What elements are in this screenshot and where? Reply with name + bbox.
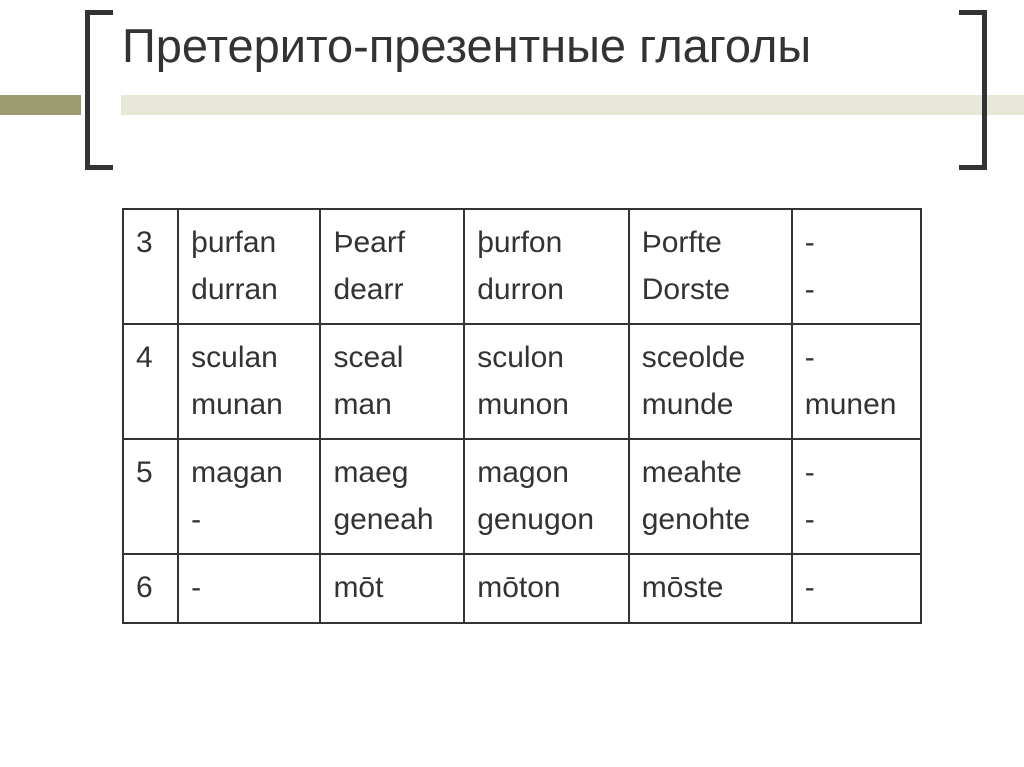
row-number: 4 [123,324,178,439]
cell-infinitive: magan- [178,439,320,554]
cell-pp: -munen [792,324,921,439]
cell-infinitive: þurfandurran [178,209,320,324]
row-number: 3 [123,209,178,324]
table-row: 5 magan- maeggeneah magongenugon meahteg… [123,439,921,554]
table-row: 3 þurfandurran Þearfdearr þurfondurron Þ… [123,209,921,324]
page-title: Претерито-презентные глаголы [122,18,811,74]
row-number: 5 [123,439,178,554]
cell-pres-sg: maeggeneah [320,439,464,554]
accent-light [121,95,1024,115]
table-row: 6 - mōt mōton mōste - [123,554,921,623]
cell-past: meahtegenohte [629,439,792,554]
cell-past: mōste [629,554,792,623]
title-frame: Претерито-презентные глаголы [0,0,1024,18]
cell-pp: - [792,554,921,623]
cell-infinitive: sculanmunan [178,324,320,439]
bracket-right [959,10,987,170]
bracket-left [85,10,113,170]
cell-pres-pl: mōton [464,554,629,623]
verb-table: 3 þurfandurran Þearfdearr þurfondurron Þ… [122,208,922,624]
cell-pres-sg: Þearfdearr [320,209,464,324]
table-row: 4 sculanmunan scealman sculonmunon sceol… [123,324,921,439]
cell-pp: -- [792,439,921,554]
cell-past: sceoldemunde [629,324,792,439]
accent-bar [0,95,1024,115]
cell-pp: -- [792,209,921,324]
accent-dark [0,95,81,115]
cell-infinitive: - [178,554,320,623]
cell-pres-sg: scealman [320,324,464,439]
row-number: 6 [123,554,178,623]
cell-pres-pl: þurfondurron [464,209,629,324]
cell-pres-pl: sculonmunon [464,324,629,439]
cell-pres-pl: magongenugon [464,439,629,554]
cell-past: ÞorfteDorste [629,209,792,324]
cell-pres-sg: mōt [320,554,464,623]
